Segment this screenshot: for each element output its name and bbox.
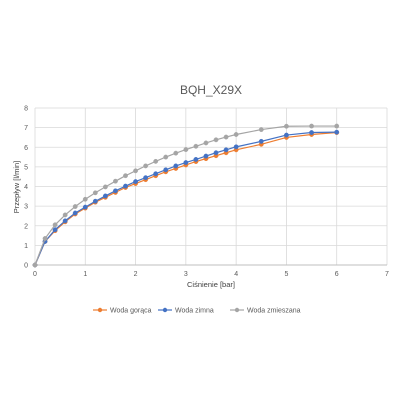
x-tick-label: 6	[335, 271, 339, 278]
series-layer	[32, 123, 340, 268]
data-point	[233, 144, 239, 150]
y-tick-label: 1	[24, 243, 28, 250]
data-point	[113, 178, 118, 184]
y-tick-label: 4	[24, 184, 28, 191]
y-tick-label: 3	[24, 204, 28, 211]
data-point	[113, 188, 118, 194]
data-point	[258, 127, 264, 132]
x-tick-label: 3	[184, 271, 188, 278]
x-tick-label: 1	[83, 271, 87, 278]
data-point	[62, 212, 68, 218]
x-axis-title: Ciśnienie [bar]	[187, 280, 235, 289]
x-tick-label: 7	[385, 271, 389, 278]
legend-marker	[234, 307, 240, 313]
chart-title: BQH_X29X	[180, 83, 242, 97]
data-point	[309, 123, 314, 129]
data-point	[133, 179, 138, 184]
data-point	[92, 198, 98, 204]
data-point	[223, 147, 229, 153]
legend-label: Woda gorąca	[110, 308, 152, 315]
legend-item: Woda gorąca	[93, 308, 152, 315]
data-point	[123, 183, 128, 189]
data-point	[213, 137, 219, 143]
legend-item: Woda zmieszana	[230, 308, 301, 315]
data-point	[72, 210, 78, 216]
series-3	[32, 123, 340, 268]
data-point	[153, 171, 159, 177]
data-point	[213, 150, 219, 156]
data-point	[309, 130, 314, 135]
data-point	[284, 123, 289, 129]
data-point	[82, 196, 88, 202]
data-point	[203, 153, 209, 159]
data-point	[72, 204, 78, 209]
data-point	[123, 173, 128, 179]
legend-marker	[97, 307, 103, 313]
data-point	[233, 132, 239, 137]
y-tick-label: 6	[24, 145, 28, 152]
x-tick-label: 2	[134, 271, 138, 278]
data-point	[334, 129, 340, 135]
data-point	[163, 154, 169, 160]
data-point	[92, 190, 98, 196]
x-tick-label: 5	[284, 271, 288, 278]
data-point	[133, 168, 138, 174]
data-point	[103, 184, 108, 190]
data-point	[52, 227, 58, 233]
data-point	[52, 222, 58, 228]
y-tick-label: 0	[24, 263, 28, 270]
data-point	[143, 163, 149, 169]
y-axis-title: Przepływ [l/min]	[12, 161, 21, 214]
data-point	[334, 123, 340, 129]
data-point	[284, 132, 289, 138]
axes: 0 1 2 3 4 5 6 7 8 0 1 2 3 4 5 6 7	[24, 106, 389, 279]
legend-label: Woda zimna	[175, 308, 214, 315]
series-2	[32, 129, 340, 268]
y-tick-label: 8	[24, 106, 28, 113]
data-point	[163, 167, 169, 173]
data-point	[223, 134, 229, 140]
legend-label: Woda zmieszana	[247, 308, 301, 315]
legend-item: Woda zimna	[158, 308, 214, 315]
data-point	[183, 147, 189, 153]
data-point	[82, 204, 88, 210]
legend-marker	[162, 307, 168, 313]
legend: Woda gorąca Woda zimna Woda zmieszana	[93, 308, 301, 315]
data-point	[32, 262, 38, 268]
data-point	[153, 158, 159, 164]
data-point	[143, 175, 149, 181]
data-point	[173, 163, 179, 169]
y-tick-label: 2	[24, 223, 28, 230]
data-point	[193, 143, 199, 149]
data-point	[42, 236, 48, 241]
data-point	[173, 150, 179, 156]
y-tick-label: 5	[24, 164, 28, 171]
grid	[34, 107, 388, 266]
data-point	[103, 193, 108, 199]
data-point	[183, 160, 189, 165]
data-point	[193, 157, 199, 162]
data-point	[203, 140, 209, 146]
x-tick-label: 4	[234, 271, 238, 278]
y-tick-label: 7	[24, 125, 28, 132]
data-point	[62, 218, 68, 224]
x-tick-label: 0	[33, 271, 37, 278]
data-point	[258, 138, 264, 144]
